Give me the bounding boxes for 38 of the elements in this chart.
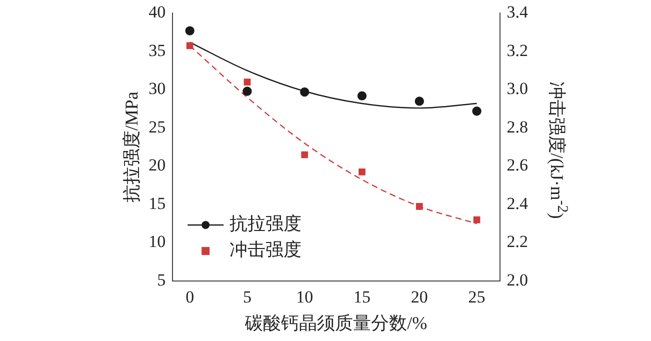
x-tick-label: 25 <box>468 288 486 307</box>
x-tick-label: 0 <box>186 288 194 307</box>
point <box>185 26 194 36</box>
point <box>416 202 423 210</box>
point <box>301 151 308 158</box>
point <box>473 216 480 224</box>
y-tick-label: 20 <box>148 156 166 175</box>
x-tick-label: 5 <box>242 288 252 307</box>
point <box>242 86 252 96</box>
y2-tick-label: 2.2 <box>506 232 528 252</box>
point <box>414 96 424 106</box>
point <box>244 78 251 86</box>
y-tick-label: 10 <box>148 232 166 252</box>
legend-label: 冲击强度 <box>230 240 302 260</box>
y-tick-label: 15 <box>148 194 166 213</box>
y2-tick-label: 3.4 <box>506 2 528 22</box>
y2-tick-label: 2.4 <box>506 194 528 213</box>
y-tick-label: 40 <box>148 2 166 22</box>
y-tick-label: 25 <box>148 117 166 136</box>
point <box>472 106 482 116</box>
y-axis-title: 抗拉强度/MPa <box>122 92 142 203</box>
y-tick-label: 30 <box>148 79 166 98</box>
x-tick-label: 20 <box>410 288 428 307</box>
y2-tick-label: 2.0 <box>506 270 528 290</box>
point <box>300 87 310 97</box>
y2-tick-label: 3.0 <box>506 79 528 98</box>
point <box>357 91 367 100</box>
x-tick-label: 10 <box>296 288 314 307</box>
y2-tick-label: 3.2 <box>506 40 528 60</box>
x-axis-title: 碳酸钙晶须质量分数/% <box>244 312 428 333</box>
point <box>186 42 194 50</box>
x-tick-label: 15 <box>354 288 371 307</box>
y2-tick-label: 2.8 <box>506 117 528 136</box>
y2-tick-label: 2.6 <box>506 156 528 175</box>
legend-label: 抗拉强度 <box>230 214 302 234</box>
y-tick-label: 35 <box>148 40 166 60</box>
point <box>358 168 366 176</box>
y-tick-label: 5 <box>157 270 166 290</box>
